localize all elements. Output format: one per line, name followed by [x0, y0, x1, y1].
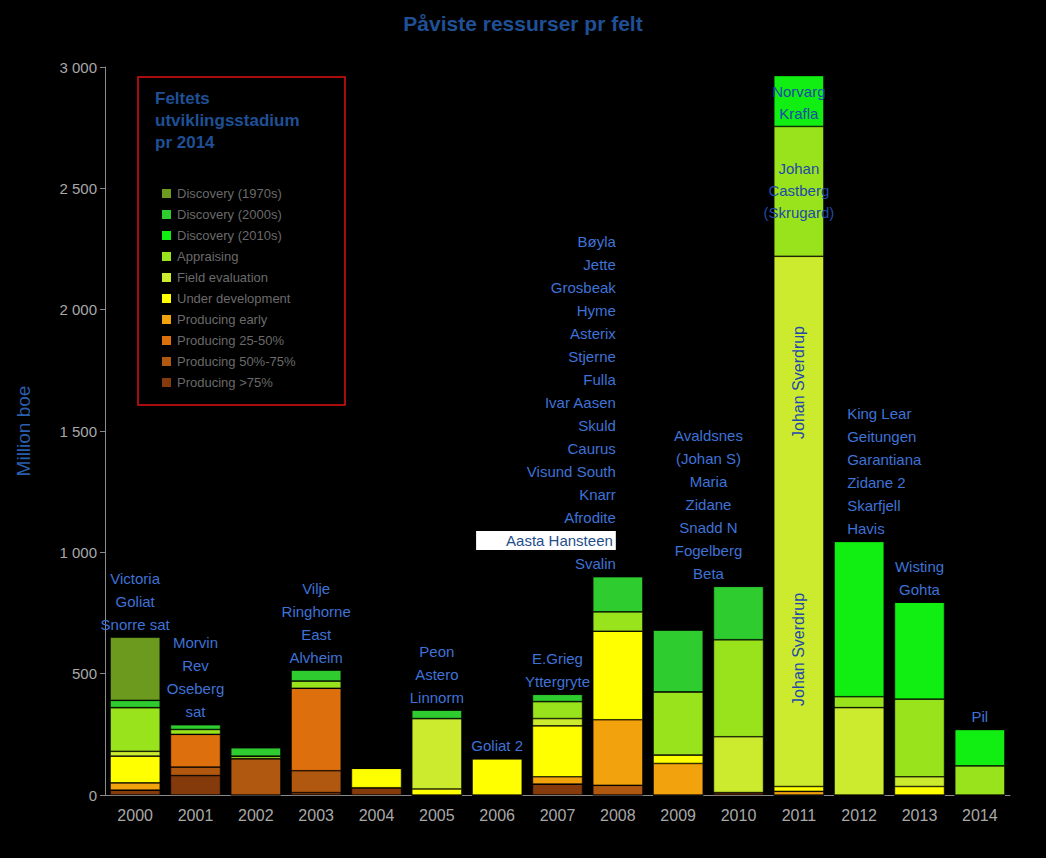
svg-text:Snorre sat: Snorre sat [101, 616, 171, 633]
svg-text:Yttergryte: Yttergryte [525, 673, 590, 690]
svg-text:Gohta: Gohta [899, 581, 941, 598]
svg-text:Vilje: Vilje [302, 580, 330, 597]
svg-text:Rev: Rev [182, 657, 209, 674]
svg-text:Appraising: Appraising [177, 249, 238, 264]
svg-text:Johan Sverdrup: Johan Sverdrup [790, 593, 807, 706]
svg-text:Johan: Johan [778, 160, 819, 177]
svg-text:500: 500 [72, 665, 97, 682]
svg-text:Producing >75%: Producing >75% [177, 375, 273, 390]
svg-text:East: East [301, 626, 332, 643]
svg-text:2000: 2000 [117, 807, 153, 824]
svg-text:Beta: Beta [693, 565, 725, 582]
svg-text:Snadd N: Snadd N [679, 519, 737, 536]
svg-text:Alvheim: Alvheim [289, 649, 342, 666]
svg-text:2009: 2009 [660, 807, 696, 824]
svg-text:Stjerne: Stjerne [568, 348, 616, 365]
svg-text:Victoria: Victoria [110, 570, 160, 587]
svg-text:Maria: Maria [690, 473, 728, 490]
svg-text:Pil: Pil [971, 708, 988, 725]
svg-text:2007: 2007 [540, 807, 576, 824]
svg-text:2005: 2005 [419, 807, 455, 824]
svg-text:Fogelberg: Fogelberg [675, 542, 743, 559]
svg-text:2001: 2001 [178, 807, 214, 824]
svg-text:Zidane: Zidane [686, 496, 732, 513]
svg-text:Producing 25-50%: Producing 25-50% [177, 333, 284, 348]
svg-text:Wisting: Wisting [895, 558, 944, 575]
svg-text:Avaldsnes: Avaldsnes [674, 427, 743, 444]
svg-text:Asterix: Asterix [570, 325, 616, 342]
svg-text:Skuld: Skuld [578, 417, 616, 434]
svg-text:Castberg: Castberg [768, 182, 829, 199]
svg-text:2003: 2003 [298, 807, 334, 824]
svg-text:Fulla: Fulla [583, 371, 616, 388]
svg-text:Producing 50%-75%: Producing 50%-75% [177, 354, 296, 369]
svg-text:Producing early: Producing early [177, 312, 268, 327]
svg-text:Krafla: Krafla [779, 105, 819, 122]
svg-text:Field evaluation: Field evaluation [177, 270, 268, 285]
svg-text:2013: 2013 [902, 807, 938, 824]
svg-text:sat: sat [185, 703, 206, 720]
svg-text:Morvin: Morvin [173, 634, 218, 651]
svg-text:2 500: 2 500 [59, 180, 97, 197]
svg-text:(Skrugard): (Skrugard) [763, 204, 834, 221]
svg-text:Goliat: Goliat [116, 593, 156, 610]
svg-text:Goliat 2: Goliat 2 [471, 737, 523, 754]
svg-text:Garantiana: Garantiana [847, 451, 922, 468]
svg-text:Oseberg: Oseberg [167, 680, 225, 697]
svg-text:Grosbeak: Grosbeak [551, 279, 617, 296]
svg-text:1 500: 1 500 [59, 423, 97, 440]
svg-text:Linnorm: Linnorm [410, 689, 464, 706]
svg-text:0: 0 [89, 787, 97, 804]
svg-text:Havis: Havis [847, 520, 885, 537]
svg-text:Million boe: Million boe [13, 386, 34, 477]
svg-text:Peon: Peon [419, 643, 454, 660]
svg-text:Discovery (2010s): Discovery (2010s) [177, 228, 282, 243]
svg-text:Jette: Jette [583, 256, 616, 273]
svg-text:Aasta Hansteen: Aasta Hansteen [506, 532, 613, 549]
svg-text:2006: 2006 [479, 807, 515, 824]
svg-text:Discovery (2000s): Discovery (2000s) [177, 207, 282, 222]
svg-text:Zidane 2: Zidane 2 [847, 474, 905, 491]
svg-text:Afrodite: Afrodite [564, 509, 616, 526]
svg-text:(Johan S): (Johan S) [676, 450, 741, 467]
svg-text:Bøyla: Bøyla [577, 233, 616, 250]
svg-text:Feltets: Feltets [155, 89, 210, 108]
svg-text:2004: 2004 [359, 807, 395, 824]
svg-text:2008: 2008 [600, 807, 636, 824]
svg-text:2002: 2002 [238, 807, 274, 824]
svg-text:Astero: Astero [415, 666, 458, 683]
svg-text:2010: 2010 [721, 807, 757, 824]
svg-text:Ringhorne: Ringhorne [282, 603, 351, 620]
svg-text:King Lear: King Lear [847, 405, 911, 422]
svg-text:2 000: 2 000 [59, 301, 97, 318]
svg-text:Visund South: Visund South [527, 463, 616, 480]
svg-text:Svalin: Svalin [575, 555, 616, 572]
svg-text:2011: 2011 [782, 807, 817, 824]
svg-text:Johan Sverdrup: Johan Sverdrup [790, 326, 807, 439]
svg-text:Knarr: Knarr [579, 486, 616, 503]
svg-text:Påviste ressurser pr felt: Påviste ressurser pr felt [403, 12, 642, 35]
svg-text:E.Grieg: E.Grieg [532, 650, 583, 667]
svg-text:Caurus: Caurus [567, 440, 615, 457]
svg-text:Hyme: Hyme [577, 302, 616, 319]
svg-text:Under development: Under development [177, 291, 291, 306]
svg-text:utviklingsstadium: utviklingsstadium [155, 111, 300, 130]
svg-text:1 000: 1 000 [59, 544, 97, 561]
svg-text:Skarfjell: Skarfjell [847, 497, 900, 514]
svg-text:Norvarg: Norvarg [772, 83, 825, 100]
svg-text:Ivar Aasen: Ivar Aasen [545, 394, 616, 411]
svg-text:2014: 2014 [962, 807, 998, 824]
svg-text:Discovery (1970s): Discovery (1970s) [177, 186, 282, 201]
svg-text:2012: 2012 [841, 807, 877, 824]
svg-text:3 000: 3 000 [59, 59, 97, 76]
svg-text:Geitungen: Geitungen [847, 428, 916, 445]
svg-text:pr 2014: pr 2014 [155, 133, 215, 152]
